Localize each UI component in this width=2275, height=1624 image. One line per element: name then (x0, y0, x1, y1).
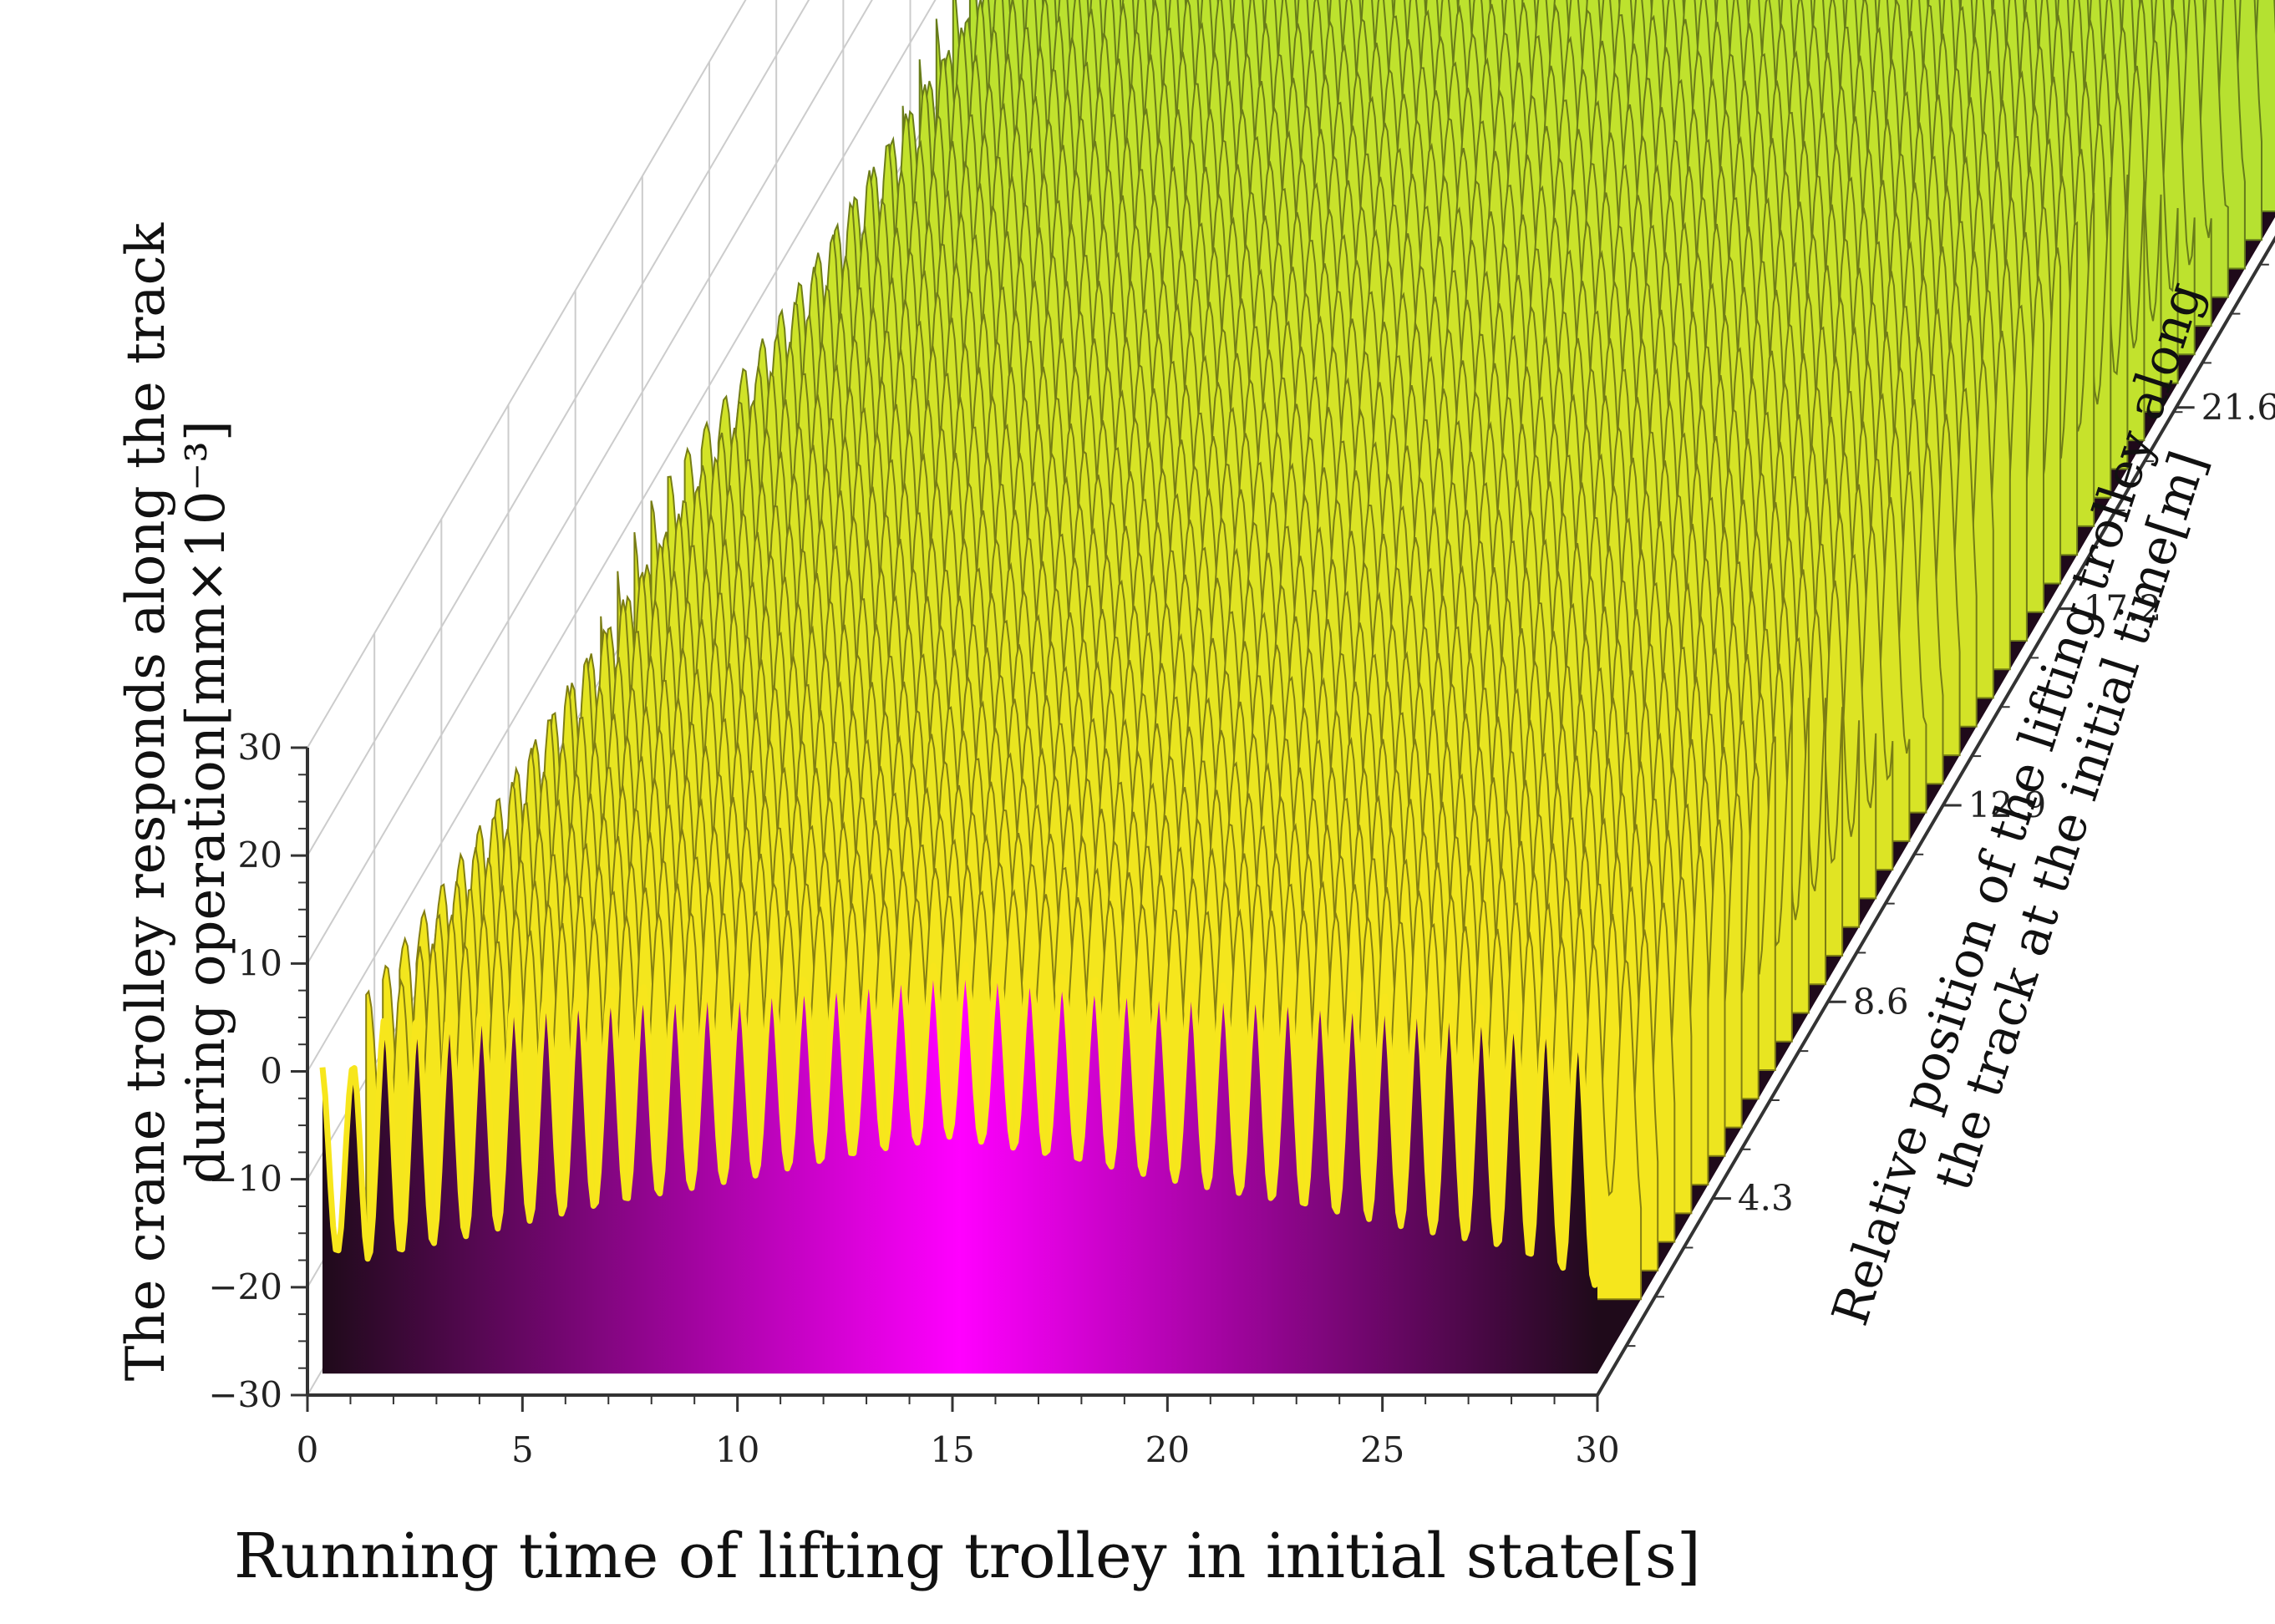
z-tick-label: 17.2 (2084, 588, 2162, 629)
z-tick-label: 21.6 (2201, 387, 2275, 428)
left-wall-gridline (307, 0, 810, 856)
x-tick-label: 25 (1360, 1429, 1404, 1470)
surface-layer (319, 0, 2275, 1374)
x-axis-label: Running time of lifting trolley in initi… (234, 1520, 1701, 1592)
y-tick-label: 30 (238, 727, 282, 768)
left-wall-gridline (307, 0, 937, 1073)
z-axis-line (1596, 235, 2275, 1397)
y-axis-label: The crane trolley responds along the tra… (115, 0, 251, 1621)
y-tick-label: −20 (208, 1266, 282, 1307)
y-tick-label: 20 (238, 835, 282, 875)
x-tick-label: 20 (1145, 1429, 1190, 1470)
front-wall (322, 964, 1597, 1374)
left-wall-gridline (307, 0, 747, 749)
y-axis-label-line2: during operation[mm×10⁻³] (175, 420, 237, 1184)
x-tick-label: 10 (715, 1429, 759, 1470)
y-tick-label: −30 (208, 1374, 282, 1415)
left-wall-gridline (307, 0, 873, 964)
y-tick-label: 10 (238, 942, 282, 983)
x-tick-label: 5 (511, 1429, 534, 1470)
z-tick-label: 12.9 (1968, 784, 2047, 825)
axis-layer: 0 5 10 15 20 25 30 30 20 10 0 −10 −20 −30 4.3 8.6 12.9 17… (208, 235, 2275, 1470)
x-tick-label: 15 (930, 1429, 974, 1470)
x-tick-label: 0 (297, 1429, 319, 1470)
x-tick-label: 30 (1575, 1429, 1619, 1470)
z-tick-label: 8.6 (1853, 981, 1909, 1022)
y-tick-label: −10 (208, 1159, 282, 1200)
y-tick-label: 0 (260, 1051, 282, 1092)
z-tick-label: 4.3 (1738, 1178, 1794, 1219)
front-response-curve (319, 962, 1601, 1288)
y-axis-label-line1: The crane trolley responds along the tra… (115, 222, 177, 1382)
